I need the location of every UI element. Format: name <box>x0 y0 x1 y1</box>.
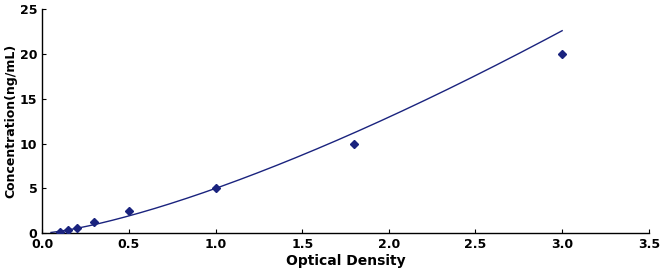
X-axis label: Optical Density: Optical Density <box>286 254 405 268</box>
Y-axis label: Concentration(ng/mL): Concentration(ng/mL) <box>4 44 17 198</box>
